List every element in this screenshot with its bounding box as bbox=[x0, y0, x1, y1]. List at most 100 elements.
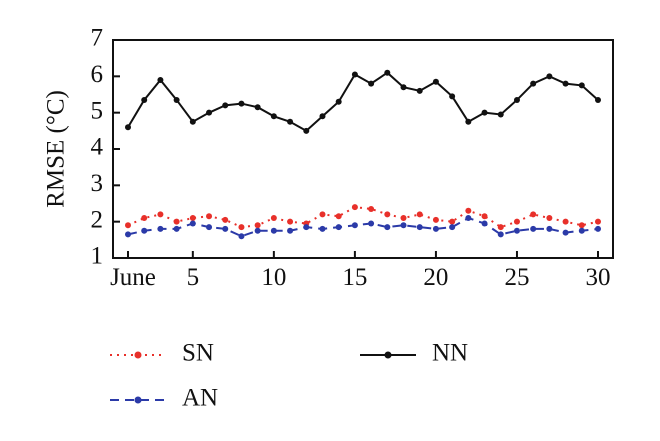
data-point bbox=[157, 211, 164, 218]
data-point bbox=[238, 224, 245, 231]
y-tick-label: 7 bbox=[91, 25, 104, 52]
data-point bbox=[546, 73, 553, 80]
y-tick-label: 1 bbox=[91, 243, 104, 270]
data-point bbox=[319, 113, 326, 120]
legend-item-sn: SN bbox=[110, 340, 214, 367]
data-point bbox=[254, 104, 261, 111]
data-point bbox=[270, 113, 277, 120]
data-point bbox=[513, 96, 520, 103]
data-point bbox=[319, 225, 326, 232]
data-point bbox=[432, 78, 439, 85]
data-point bbox=[465, 215, 472, 222]
data-point bbox=[270, 227, 277, 234]
data-point bbox=[141, 96, 148, 103]
x-tick-label: 20 bbox=[423, 264, 448, 291]
data-point bbox=[206, 224, 213, 231]
series-nn bbox=[125, 69, 601, 134]
data-point bbox=[189, 118, 196, 125]
data-point bbox=[368, 80, 375, 87]
y-tick-label: 5 bbox=[91, 97, 104, 124]
data-point bbox=[384, 211, 391, 218]
data-point bbox=[335, 98, 342, 105]
data-point bbox=[173, 225, 180, 232]
data-point bbox=[238, 100, 245, 107]
series-line-nn bbox=[127, 71, 599, 133]
data-point bbox=[595, 96, 601, 103]
legend-marker bbox=[134, 351, 142, 359]
data-point bbox=[497, 111, 504, 118]
y-axis-label: RMSE (°C) bbox=[43, 90, 70, 208]
data-point bbox=[189, 220, 196, 227]
data-point bbox=[222, 102, 229, 109]
data-point bbox=[465, 207, 472, 214]
data-point bbox=[497, 231, 504, 238]
data-point bbox=[578, 82, 585, 89]
data-point bbox=[562, 229, 569, 236]
data-point bbox=[416, 87, 423, 94]
data-point bbox=[400, 215, 407, 222]
data-point bbox=[368, 220, 375, 227]
y-tick-label: 4 bbox=[91, 134, 104, 161]
data-point bbox=[546, 225, 553, 232]
x-axis: June 5 10 15 20 25 30 bbox=[110, 251, 611, 291]
data-point bbox=[157, 225, 164, 232]
data-point bbox=[481, 220, 488, 227]
data-point bbox=[254, 222, 261, 229]
data-point bbox=[416, 211, 423, 218]
series-layer bbox=[125, 69, 601, 240]
legend-marker bbox=[134, 396, 142, 404]
data-point bbox=[287, 118, 294, 125]
data-point bbox=[335, 224, 342, 231]
data-point bbox=[206, 109, 213, 116]
data-point bbox=[400, 222, 407, 229]
data-point bbox=[530, 211, 537, 218]
data-point bbox=[351, 204, 358, 211]
data-point bbox=[206, 213, 213, 220]
x-tick-label: 25 bbox=[504, 264, 529, 291]
x-tick-label: June bbox=[110, 264, 156, 291]
data-point bbox=[335, 213, 342, 220]
data-point bbox=[303, 224, 310, 231]
data-point bbox=[287, 218, 294, 225]
series-sn bbox=[125, 204, 601, 231]
data-point bbox=[303, 127, 310, 134]
series-line-an bbox=[127, 216, 599, 238]
data-point bbox=[238, 233, 245, 240]
y-tick-label: 2 bbox=[91, 206, 104, 233]
data-point bbox=[368, 205, 375, 212]
data-point bbox=[351, 71, 358, 78]
data-point bbox=[513, 227, 520, 234]
x-tick-label: 30 bbox=[586, 264, 611, 291]
data-point bbox=[400, 84, 407, 91]
data-point bbox=[222, 216, 229, 223]
data-point bbox=[449, 93, 456, 100]
data-point bbox=[513, 218, 520, 225]
data-point bbox=[222, 225, 229, 232]
x-tick-label: 15 bbox=[342, 264, 367, 291]
y-axis: 1 2 3 4 5 6 7 bbox=[91, 25, 120, 270]
legend: SN AN NN bbox=[110, 340, 468, 412]
data-point bbox=[125, 124, 131, 131]
data-point bbox=[530, 80, 537, 87]
data-point bbox=[481, 109, 488, 116]
data-point bbox=[141, 215, 148, 222]
data-point bbox=[189, 215, 196, 222]
data-point bbox=[595, 225, 601, 232]
data-point bbox=[432, 216, 439, 223]
data-point bbox=[287, 227, 294, 234]
legend-label: NN bbox=[432, 340, 468, 367]
data-point bbox=[416, 224, 423, 231]
data-point bbox=[530, 225, 537, 232]
legend-label: AN bbox=[182, 385, 218, 412]
series-an bbox=[125, 215, 601, 240]
data-point bbox=[125, 222, 131, 229]
data-point bbox=[173, 96, 180, 103]
data-point bbox=[157, 76, 164, 83]
data-point bbox=[562, 80, 569, 87]
data-point bbox=[578, 227, 585, 234]
legend-item-nn: NN bbox=[360, 340, 468, 367]
data-point bbox=[141, 227, 148, 234]
y-tick-label: 3 bbox=[91, 170, 104, 197]
data-point bbox=[449, 218, 456, 225]
